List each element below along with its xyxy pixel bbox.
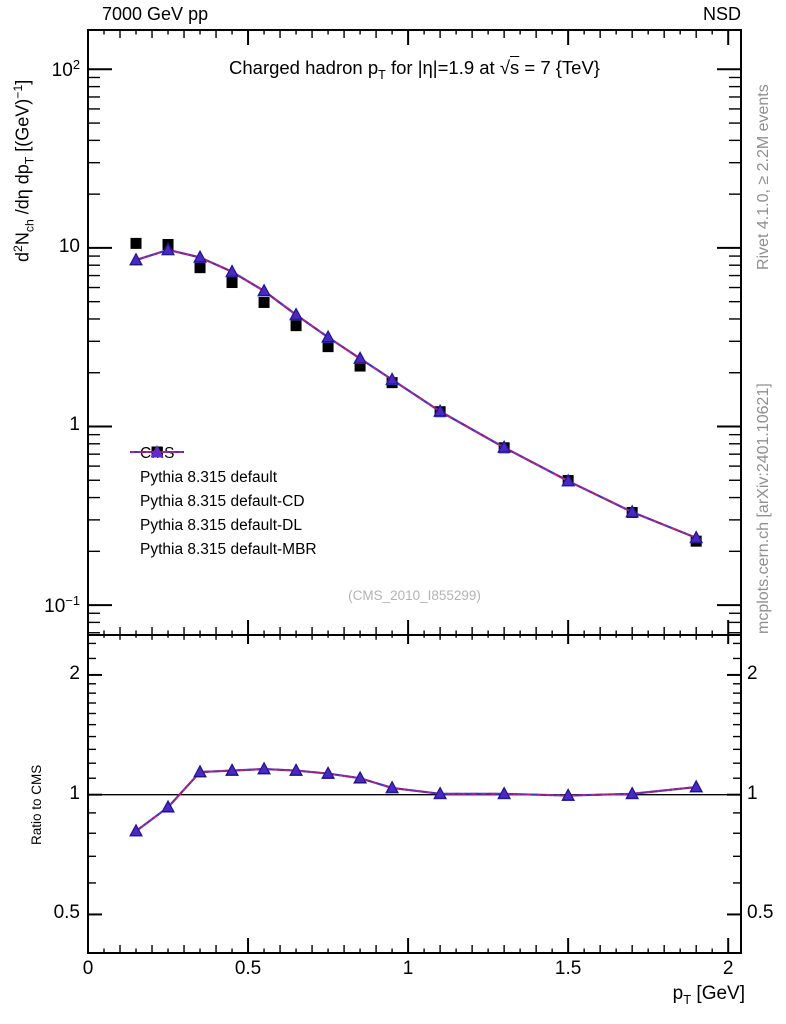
mc-marker (129, 253, 143, 265)
mc-marker (433, 404, 447, 417)
legend-row: Pythia 8.315 default-MBR (128, 445, 317, 562)
cms-marker (226, 277, 238, 289)
mc-marker (497, 786, 511, 799)
tick-label: 1 (69, 414, 80, 436)
beam-energy-label: 7000 GeV pp (102, 4, 209, 24)
tick-label: 1.5 (554, 958, 582, 979)
mc-line (135, 249, 697, 539)
line-triangle-marker-icon (130, 445, 184, 458)
cms-marker (290, 320, 302, 332)
analysis-id-watermark: (CMS_2010_I855299) (348, 588, 481, 603)
y-axis-label: d2Nch /dη dpT [(GeV)−1] (11, 79, 37, 262)
mc-markers (129, 242, 704, 837)
mc-marker (561, 474, 575, 486)
mc-line (135, 768, 697, 832)
plot-title: Charged hadron pT for |η|=1.9 at √s = 7 … (229, 57, 600, 83)
mc-marker (353, 351, 367, 364)
mc-marker (353, 771, 367, 783)
legend-row: Pythia 8.315 default-CD (128, 445, 317, 514)
legend-row: Pythia 8.315 default (128, 445, 317, 490)
mc-marker (289, 307, 303, 320)
mc-marker (433, 786, 447, 799)
y-ticks-main (88, 68, 741, 634)
tick-label: 2 (69, 662, 80, 684)
mc-marker (689, 530, 703, 543)
tick-label: 0.5 (747, 902, 774, 924)
legend-label: Pythia 8.315 default-CD (140, 493, 305, 511)
cms-marker (354, 360, 366, 372)
x-axis-label: pT [GeV] (672, 983, 745, 1008)
legend-label: Pythia 8.315 default-MBR (140, 541, 317, 559)
legend-label: Pythia 8.315 default-DL (140, 517, 302, 535)
mc-marker (689, 780, 703, 792)
mc-marker (385, 372, 399, 385)
mc-marker (257, 284, 271, 296)
x-ticks (87, 30, 730, 953)
event-class-label: NSD (702, 4, 741, 24)
mc-line (135, 768, 697, 832)
tick-label: 2 (747, 662, 758, 684)
rivet-version-note: Rivet 4.1.0, ≥ 2.2M events (755, 84, 772, 270)
tick-label: 1 (747, 782, 758, 804)
mc-marker (385, 781, 399, 793)
mc-marker (561, 788, 575, 801)
tick-label: 0.5 (234, 958, 262, 979)
mc-marker (625, 505, 639, 517)
mc-marker (161, 242, 175, 255)
mc-marker (225, 264, 239, 277)
tick-label: 10 (58, 235, 80, 257)
tick-label: 10−1 (44, 593, 80, 618)
tick-label: 0 (82, 958, 94, 979)
legend-row: Pythia 8.315 default-DL (128, 445, 317, 538)
mc-marker (193, 250, 207, 263)
tick-label: 1 (69, 782, 80, 804)
cms-marker (322, 341, 334, 353)
mc-marker (321, 330, 335, 343)
cms-marker (258, 296, 270, 308)
mc-line (135, 768, 697, 832)
mc-marker (225, 763, 239, 776)
mc-marker (193, 765, 207, 777)
tick-label: 2 (722, 958, 734, 979)
mc-marker (321, 766, 335, 779)
cms-marker (194, 262, 206, 274)
ratio-axis-label: Ratio to CMS (29, 764, 44, 845)
mcplots-reference-note: mcplots.cern.ch [arXiv:2401.10621] (755, 383, 772, 634)
y-ticks-ratio (88, 642, 741, 954)
mc-marker (289, 763, 303, 776)
cms-marker (130, 237, 142, 249)
tick-label: 1 (402, 958, 414, 979)
mc-marker (161, 800, 175, 812)
mc-marker (497, 440, 511, 453)
legend-label: Pythia 8.315 default (140, 469, 278, 487)
tick-label: 102 (51, 57, 80, 82)
tick-label: 0.5 (53, 902, 80, 924)
mc-marker (257, 762, 271, 774)
mc-line (135, 767, 697, 832)
mc-marker (129, 824, 143, 836)
mc-marker (625, 786, 639, 799)
